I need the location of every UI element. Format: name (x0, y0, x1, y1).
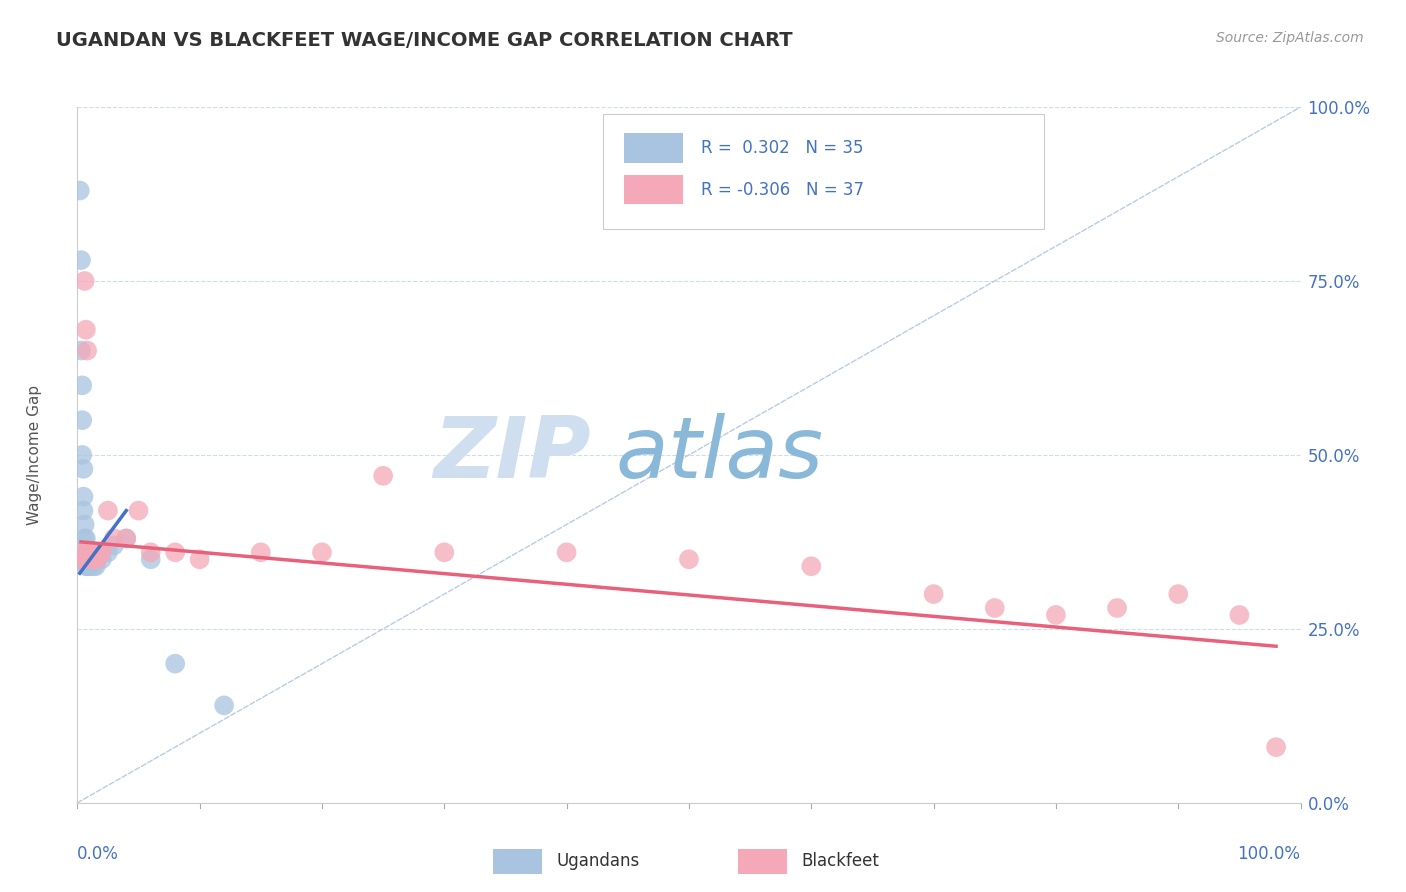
Point (165, 545, 187, 559)
Point (72, 462, 94, 476)
Point (311, 545, 333, 559)
Point (69, 184, 91, 198)
Point (80, 545, 103, 559)
FancyBboxPatch shape (624, 175, 683, 204)
Text: R =  0.302   N = 35: R = 0.302 N = 35 (702, 139, 863, 157)
Point (73, 517, 96, 532)
Point (79, 545, 101, 559)
Text: Wage/Income Gap: Wage/Income Gap (27, 384, 42, 525)
Point (83, 552, 105, 566)
Point (90, 545, 112, 559)
Point (80, 552, 103, 566)
Point (250, 545, 273, 559)
Point (79, 559, 101, 574)
Point (922, 587, 945, 601)
Point (77, 545, 100, 559)
Point (97, 545, 120, 559)
Point (84, 545, 107, 559)
Point (79, 552, 101, 566)
Point (1265, 740, 1288, 755)
Point (73, 274, 96, 288)
Point (76, 545, 98, 559)
Point (1167, 587, 1189, 601)
Text: Ugandans: Ugandans (557, 852, 640, 871)
Point (84, 559, 107, 574)
Point (1045, 607, 1067, 622)
Point (70, 378, 93, 392)
Point (72, 503, 94, 517)
Point (97, 503, 120, 517)
Point (70, 413, 93, 427)
Point (70, 448, 93, 462)
Point (70, 343, 93, 358)
Point (75, 323, 97, 337)
Point (89, 545, 111, 559)
Text: Blackfeet: Blackfeet (801, 852, 879, 871)
Point (555, 545, 578, 559)
Text: atlas: atlas (616, 413, 824, 497)
Point (70, 545, 93, 559)
Text: Source: ZipAtlas.com: Source: ZipAtlas.com (1216, 31, 1364, 45)
Point (103, 532, 125, 546)
Point (188, 552, 211, 566)
Point (77, 545, 100, 559)
Text: R = -0.306   N = 37: R = -0.306 N = 37 (702, 181, 865, 199)
Point (72, 490, 94, 504)
Point (212, 698, 235, 713)
Point (75, 559, 97, 574)
Point (800, 559, 823, 574)
Point (371, 468, 394, 483)
Point (70, 552, 93, 566)
Point (90, 552, 112, 566)
Point (73, 532, 96, 546)
Point (165, 657, 187, 671)
Point (984, 601, 1007, 615)
Point (76, 559, 98, 574)
Text: ZIP: ZIP (433, 413, 591, 497)
Point (73, 552, 96, 566)
Point (86, 552, 108, 566)
Point (1107, 601, 1129, 615)
Point (80, 552, 103, 566)
Point (115, 532, 138, 546)
Point (75, 532, 97, 546)
Point (103, 538, 125, 552)
Point (139, 545, 162, 559)
Text: UGANDAN VS BLACKFEET WAGE/INCOME GAP CORRELATION CHART: UGANDAN VS BLACKFEET WAGE/INCOME GAP COR… (56, 31, 793, 50)
Point (83, 552, 105, 566)
FancyBboxPatch shape (738, 848, 787, 874)
Point (80, 552, 103, 566)
FancyBboxPatch shape (624, 134, 683, 162)
Point (128, 503, 150, 517)
Text: 0.0%: 0.0% (77, 845, 120, 863)
Text: 100.0%: 100.0% (1237, 845, 1301, 863)
Point (86, 552, 108, 566)
Point (1229, 607, 1251, 622)
FancyBboxPatch shape (603, 114, 1043, 229)
Point (72, 552, 94, 566)
Point (82, 545, 104, 559)
Point (139, 552, 162, 566)
Point (678, 552, 700, 566)
Point (77, 559, 100, 574)
Point (70, 253, 93, 268)
Point (82, 559, 104, 574)
Point (89, 545, 111, 559)
Point (115, 532, 138, 546)
Point (76, 343, 98, 358)
Point (75, 545, 97, 559)
Point (433, 545, 456, 559)
FancyBboxPatch shape (494, 848, 543, 874)
